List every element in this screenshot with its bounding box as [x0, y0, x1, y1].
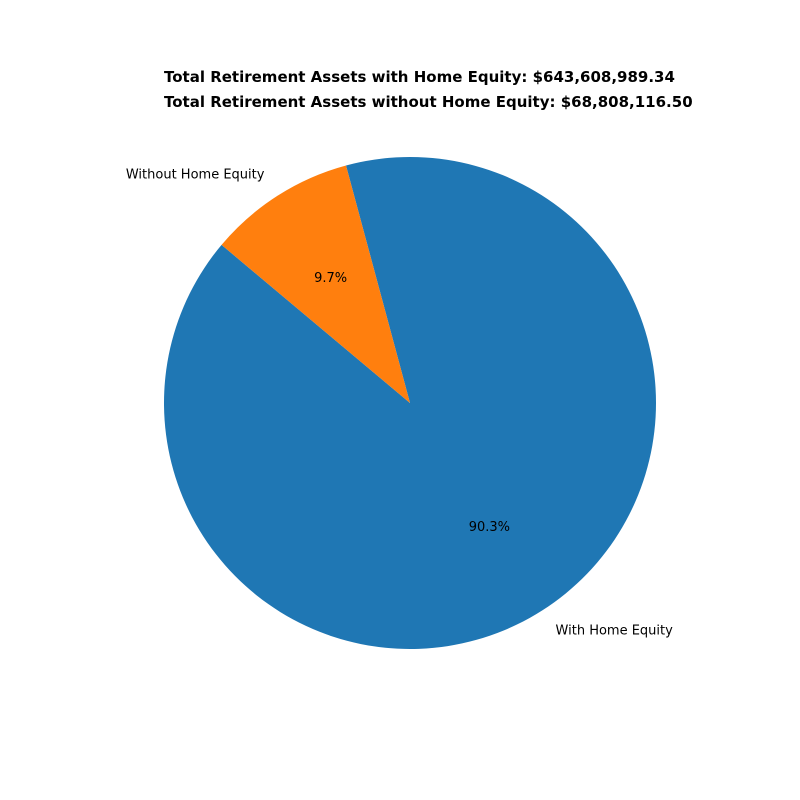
pie-category-label-with-home-equity: With Home Equity — [556, 624, 674, 639]
chart-title-without-home-equity: Total Retirement Assets without Home Equ… — [164, 93, 693, 111]
pie-slice-without-home-equity — [221, 165, 410, 403]
pie-pct-label-without-home-equity: 9.7% — [314, 271, 347, 286]
pie-pct-label-with-home-equity: 90.3% — [469, 520, 510, 535]
chart-title-with-home-equity: Total Retirement Assets with Home Equity… — [164, 68, 675, 86]
pie-category-label-without-home-equity: Without Home Equity — [126, 167, 265, 182]
